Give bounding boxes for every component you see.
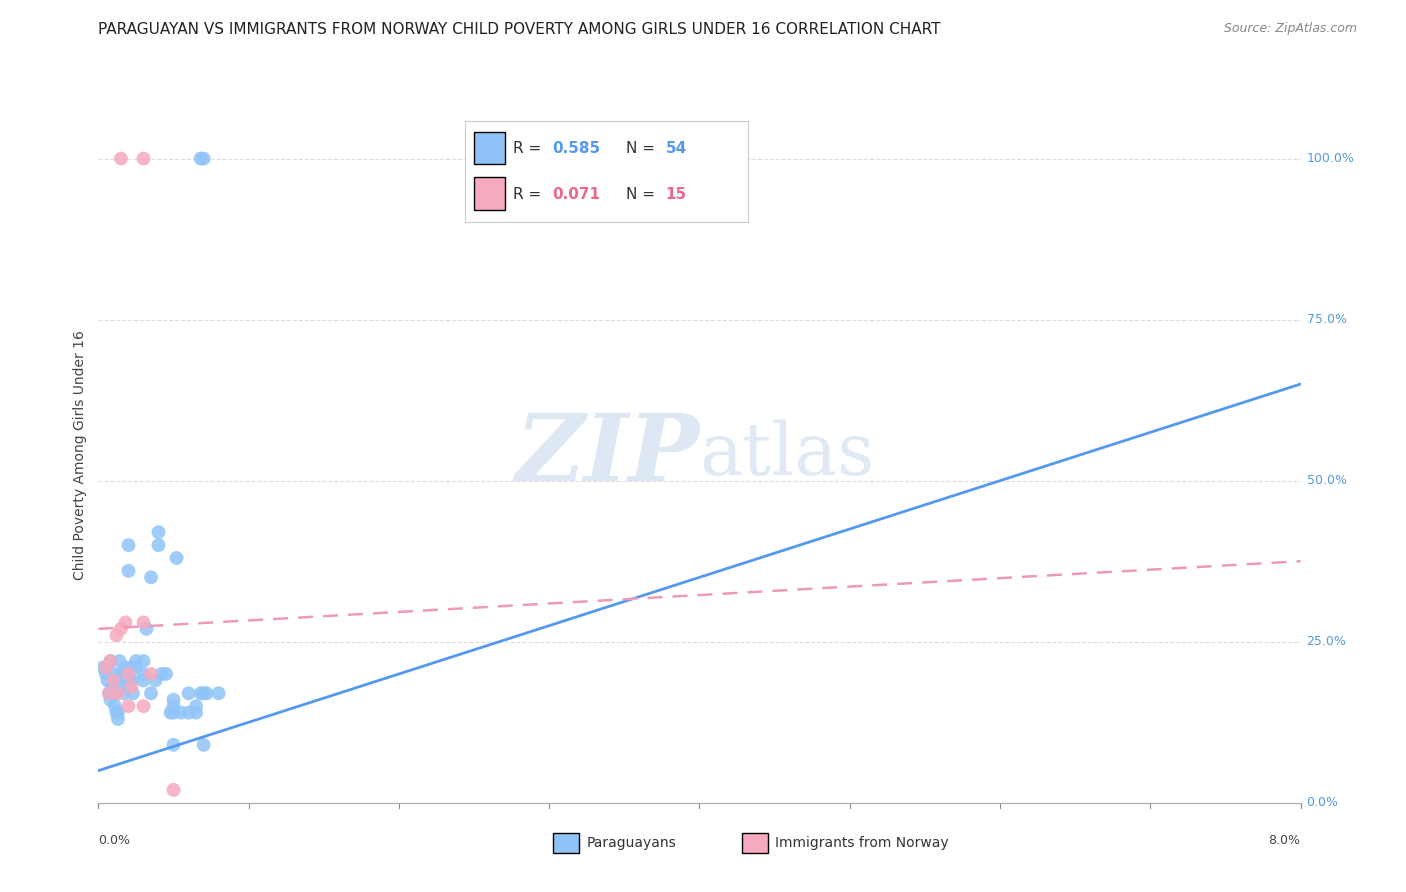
Point: [121, 680, 143, 694]
Point: [166, 551, 188, 566]
Point: [107, 686, 129, 700]
Point: [105, 686, 128, 700]
FancyBboxPatch shape: [553, 833, 579, 853]
Point: [96, 673, 118, 688]
Point: [103, 673, 125, 688]
Point: [190, 686, 212, 700]
Point: [139, 686, 162, 700]
Point: [132, 654, 155, 668]
Point: [101, 680, 124, 694]
Point: [132, 673, 155, 688]
Point: [107, 706, 129, 720]
Point: [112, 686, 135, 700]
Point: [148, 538, 170, 552]
Text: 50.0%: 50.0%: [1306, 475, 1347, 487]
Text: atlas: atlas: [699, 419, 875, 491]
Point: [103, 680, 125, 694]
Text: 100.0%: 100.0%: [1306, 152, 1354, 165]
Text: 8.0%: 8.0%: [1268, 834, 1301, 847]
Point: [117, 667, 139, 681]
Point: [132, 615, 155, 630]
Point: [125, 660, 148, 674]
Point: [155, 667, 177, 681]
Point: [162, 699, 184, 714]
Text: 0.0%: 0.0%: [98, 834, 131, 847]
Point: [114, 615, 136, 630]
Text: 75.0%: 75.0%: [1306, 313, 1347, 326]
Point: [94, 667, 117, 681]
Text: Paraguayans: Paraguayans: [586, 836, 676, 850]
Point: [122, 686, 145, 700]
Point: [108, 654, 131, 668]
Point: [145, 673, 167, 688]
Point: [184, 699, 207, 714]
Point: [111, 673, 134, 688]
Text: ZIP: ZIP: [515, 410, 699, 500]
FancyBboxPatch shape: [741, 833, 768, 853]
Point: [132, 152, 155, 166]
Point: [110, 680, 132, 694]
Point: [162, 692, 184, 706]
Point: [114, 660, 136, 674]
Point: [190, 152, 212, 166]
Point: [193, 152, 215, 166]
Point: [177, 686, 200, 700]
Point: [100, 654, 122, 668]
Point: [121, 660, 143, 674]
Text: 25.0%: 25.0%: [1306, 635, 1347, 648]
Point: [195, 686, 218, 700]
Point: [193, 738, 215, 752]
Point: [100, 692, 122, 706]
Point: [135, 622, 157, 636]
Point: [117, 699, 139, 714]
Y-axis label: Child Poverty Among Girls Under 16: Child Poverty Among Girls Under 16: [73, 330, 87, 580]
Point: [184, 706, 207, 720]
Text: Source: ZipAtlas.com: Source: ZipAtlas.com: [1223, 22, 1357, 36]
Text: 0.0%: 0.0%: [1306, 797, 1339, 809]
Point: [97, 686, 120, 700]
Point: [103, 667, 125, 681]
Point: [150, 667, 173, 681]
Point: [121, 673, 143, 688]
Point: [110, 622, 132, 636]
Point: [132, 667, 155, 681]
Point: [100, 654, 122, 668]
Point: [117, 564, 139, 578]
Point: [97, 686, 120, 700]
Point: [114, 667, 136, 681]
Point: [125, 654, 148, 668]
Point: [162, 783, 184, 797]
Point: [105, 628, 128, 642]
Point: [193, 686, 215, 700]
Point: [110, 152, 132, 166]
Point: [104, 699, 127, 714]
Point: [110, 667, 132, 681]
Point: [105, 706, 128, 720]
Text: Immigrants from Norway: Immigrants from Norway: [775, 836, 949, 850]
Point: [107, 712, 129, 726]
Point: [139, 667, 162, 681]
Point: [91, 660, 114, 674]
Point: [139, 570, 162, 584]
Point: [117, 538, 139, 552]
Point: [94, 660, 117, 674]
Point: [170, 706, 193, 720]
Point: [159, 706, 181, 720]
Point: [117, 667, 139, 681]
Point: [208, 686, 231, 700]
Point: [148, 525, 170, 540]
Point: [177, 706, 200, 720]
Point: [132, 699, 155, 714]
Text: PARAGUAYAN VS IMMIGRANTS FROM NORWAY CHILD POVERTY AMONG GIRLS UNDER 16 CORRELAT: PARAGUAYAN VS IMMIGRANTS FROM NORWAY CHI…: [98, 22, 941, 37]
Point: [162, 706, 184, 720]
Point: [162, 738, 184, 752]
Point: [118, 673, 141, 688]
